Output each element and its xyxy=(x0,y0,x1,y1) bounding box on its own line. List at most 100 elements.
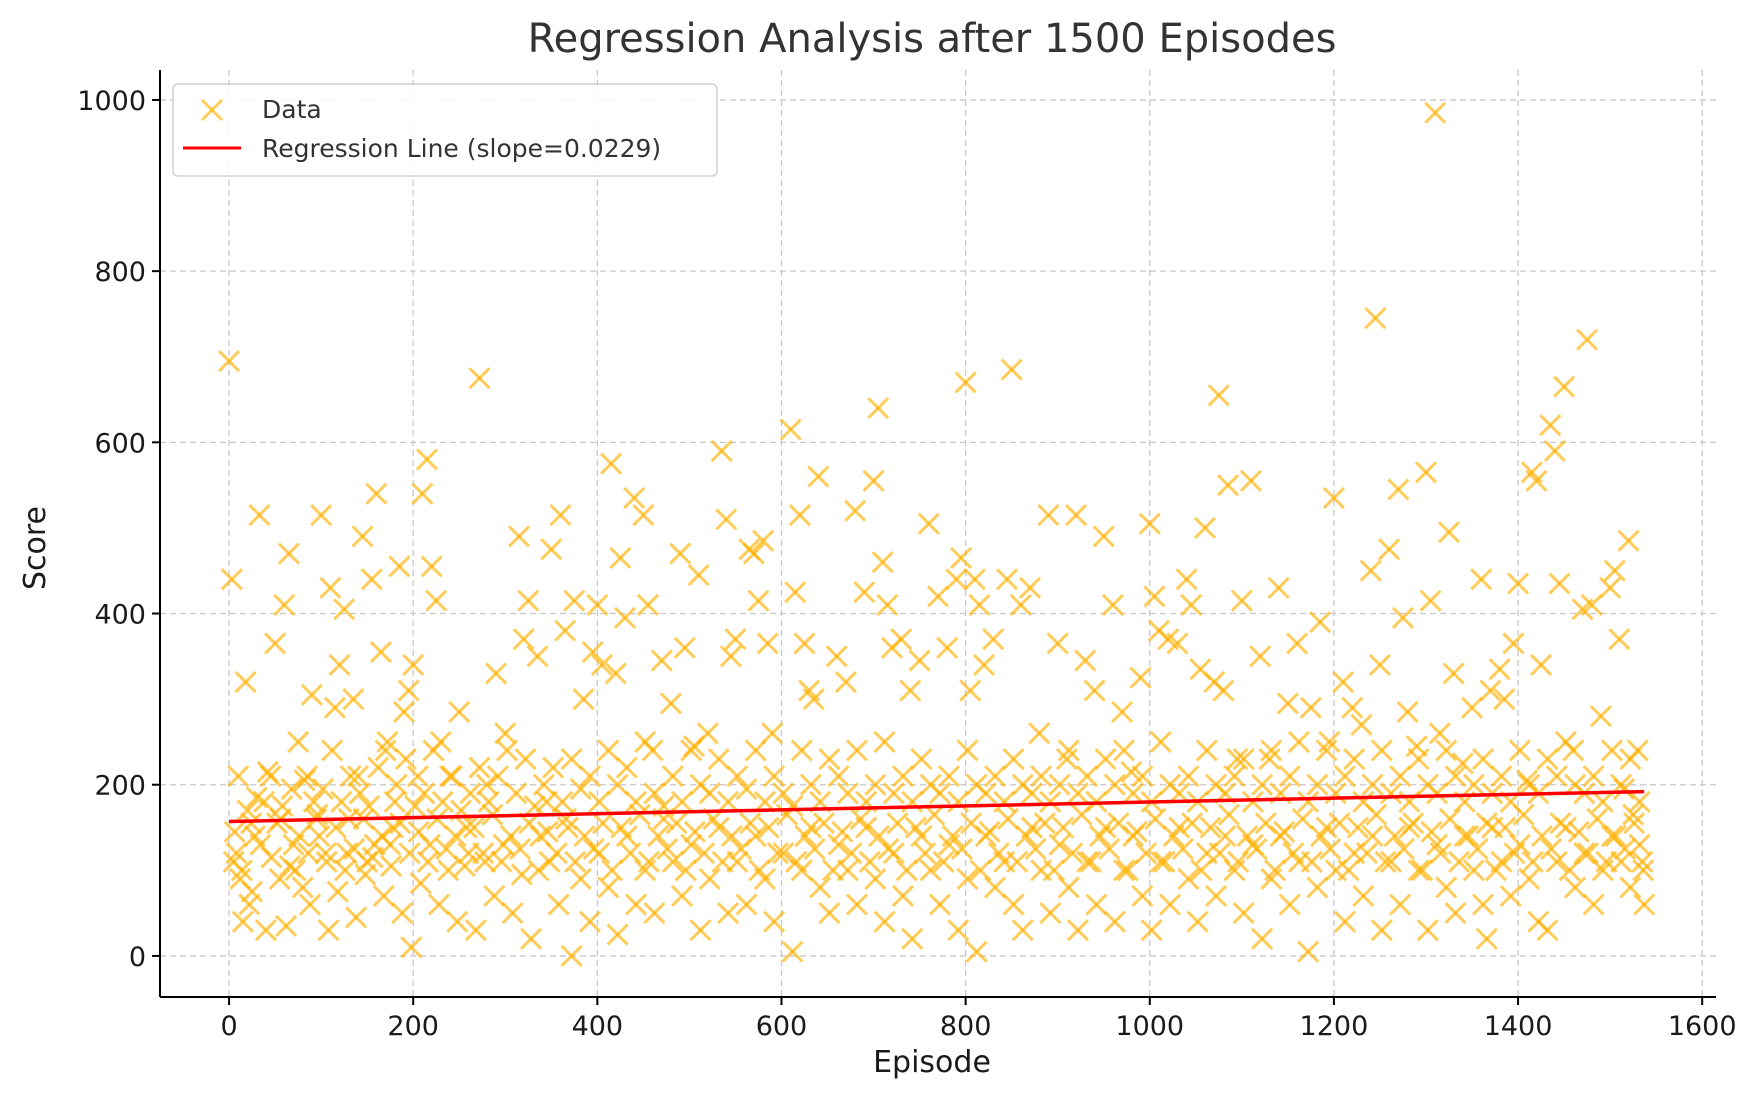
data-point xyxy=(1493,688,1516,711)
data-point xyxy=(643,782,666,805)
data-point xyxy=(950,837,973,860)
data-point xyxy=(1129,666,1152,689)
data-point xyxy=(1239,469,1263,492)
data-point xyxy=(1361,825,1384,848)
data-point xyxy=(781,940,804,963)
data-point xyxy=(426,807,449,831)
data-point xyxy=(523,795,546,818)
data-point xyxy=(406,765,429,788)
data-point xyxy=(1387,478,1410,501)
data-point xyxy=(834,670,857,694)
data-point xyxy=(1632,859,1655,882)
data-point xyxy=(1343,747,1366,771)
data-point xyxy=(314,842,337,865)
data-point xyxy=(1499,884,1522,908)
data-point xyxy=(1088,825,1112,848)
legend-box xyxy=(172,83,718,177)
data-point xyxy=(670,884,694,908)
x-axis-label: Episode xyxy=(873,1045,991,1080)
data-point xyxy=(707,747,730,771)
data-point xyxy=(982,628,1005,651)
data-point xyxy=(1175,568,1198,591)
data-point xyxy=(643,902,666,925)
data-point xyxy=(1539,414,1562,437)
tick-labels: 0 200 400 600 800 1000 1200 1400 1600 0 200 400 600 8… xyxy=(77,86,1736,1042)
data-point xyxy=(1530,653,1553,676)
data-point xyxy=(1122,782,1145,805)
data-point xyxy=(680,833,703,856)
data-point xyxy=(941,825,964,848)
data-point xyxy=(1573,842,1596,865)
data-point xyxy=(794,825,817,848)
data-point xyxy=(590,653,614,676)
data-point xyxy=(1451,752,1474,775)
data-point xyxy=(670,790,694,813)
data-point xyxy=(425,589,448,612)
data-point xyxy=(1603,559,1626,582)
data-point xyxy=(661,765,684,788)
data-point xyxy=(1011,919,1034,942)
data-point xyxy=(1066,782,1090,805)
data-point xyxy=(569,777,592,801)
data-point xyxy=(836,782,859,805)
x-tick-label: 1200 xyxy=(1300,1011,1369,1042)
data-point xyxy=(735,893,758,916)
data-point xyxy=(1076,765,1099,788)
data-point xyxy=(1540,837,1563,860)
data-point xyxy=(1066,919,1090,942)
data-point xyxy=(858,850,881,873)
data-point xyxy=(317,919,340,942)
data-point xyxy=(1282,842,1305,865)
data-point xyxy=(1633,893,1656,916)
data-point xyxy=(1424,101,1447,124)
data-point xyxy=(547,893,570,916)
data-point xyxy=(766,842,789,865)
data-point xyxy=(1278,893,1301,916)
data-point xyxy=(959,679,982,702)
data-point xyxy=(693,842,716,865)
data-point xyxy=(370,825,393,848)
data-point xyxy=(1471,747,1495,771)
x-tick-label: 200 xyxy=(387,1011,439,1042)
data-point xyxy=(1580,593,1603,617)
data-point xyxy=(1521,850,1544,873)
data-point xyxy=(673,636,696,659)
data-point xyxy=(483,884,506,908)
data-point xyxy=(739,812,762,835)
data-point xyxy=(376,730,399,753)
data-point xyxy=(1260,739,1283,762)
data-point xyxy=(1619,747,1642,771)
data-point xyxy=(519,927,543,950)
data-point xyxy=(1352,884,1375,908)
data-point xyxy=(1278,765,1301,788)
data-point xyxy=(1039,790,1062,813)
data-point xyxy=(901,927,924,950)
data-point xyxy=(1444,765,1467,788)
data-point xyxy=(308,825,331,848)
data-point xyxy=(1419,589,1442,612)
data-point xyxy=(1435,876,1458,899)
data-point xyxy=(1582,765,1605,788)
data-point xyxy=(812,812,835,835)
x-tick-label: 0 xyxy=(220,1011,237,1042)
data-point xyxy=(1389,765,1412,788)
y-tick-label: 1000 xyxy=(77,86,146,117)
data-point xyxy=(514,747,537,771)
data-point xyxy=(1135,842,1158,865)
data-point xyxy=(326,880,349,903)
data-point xyxy=(717,902,740,925)
data-point xyxy=(1103,773,1126,796)
data-point xyxy=(1306,876,1329,899)
data-point xyxy=(508,525,531,548)
data-point xyxy=(1350,713,1373,736)
data-point xyxy=(287,730,310,753)
data-point xyxy=(661,850,684,873)
data-point xyxy=(1558,859,1581,882)
data-point xyxy=(422,739,445,762)
data-point xyxy=(415,448,439,471)
data-point xyxy=(659,692,683,715)
data-point xyxy=(711,850,734,873)
data-point xyxy=(1258,747,1281,771)
data-point xyxy=(947,919,970,942)
legend-label-data: Data xyxy=(262,95,322,124)
